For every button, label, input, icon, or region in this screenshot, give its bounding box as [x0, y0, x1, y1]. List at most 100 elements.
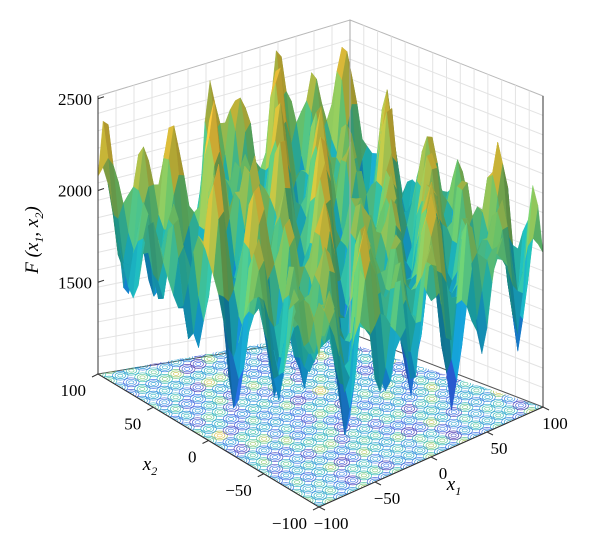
- contour-line: [181, 365, 193, 373]
- contour-line: [325, 463, 337, 471]
- contour-line: [426, 372, 438, 379]
- contour-line: [406, 406, 413, 411]
- contour-line: [272, 431, 279, 436]
- contour-line: [479, 415, 496, 426]
- contour-line: [484, 418, 491, 423]
- contour-line: [356, 388, 374, 399]
- contour-line: [322, 485, 339, 496]
- contour-line: [378, 402, 396, 412]
- contour-line: [201, 365, 218, 376]
- contour-line: [428, 431, 435, 436]
- contour-line: [405, 453, 412, 458]
- contour-line: [294, 480, 301, 484]
- contour-line: [512, 400, 529, 411]
- contour-line: [262, 355, 269, 360]
- contour-line: [261, 425, 268, 429]
- contour-line: [383, 428, 390, 433]
- x1-tick-label: 50: [491, 439, 508, 458]
- contour-line: [281, 425, 293, 433]
- contour-line: [356, 423, 373, 434]
- x1-tick-label: −50: [374, 489, 401, 508]
- contour-line: [445, 418, 462, 429]
- contour-line: [370, 420, 382, 428]
- contour-line: [369, 455, 381, 463]
- contour-line: [389, 432, 407, 442]
- contour-line: [322, 427, 340, 437]
- contour-line: [439, 426, 446, 431]
- contour-line: [325, 452, 337, 459]
- contour-line: [440, 391, 446, 396]
- contour-line: [270, 418, 282, 426]
- grid-line: [349, 58, 544, 136]
- contour-line: [325, 405, 337, 413]
- contour-line: [372, 421, 379, 426]
- contour-line: [205, 427, 212, 431]
- contour-line: [258, 447, 270, 454]
- contour-line: [173, 360, 180, 365]
- contour-line: [439, 415, 446, 419]
- contour-line: [147, 392, 159, 399]
- contour-line: [280, 460, 292, 468]
- contour-line: [239, 423, 246, 428]
- contour-line: [415, 388, 427, 396]
- surface-mesh: [97, 46, 544, 436]
- contour-line: [459, 392, 471, 399]
- contour-line: [484, 406, 491, 411]
- contour-line: [395, 400, 402, 404]
- contour-line: [394, 446, 401, 451]
- contour-line: [403, 440, 415, 448]
- contour-line: [255, 445, 273, 456]
- contour-line: [256, 387, 273, 398]
- contour-line: [295, 387, 302, 391]
- contour-line: [357, 365, 374, 376]
- z-tick-label: 1500: [58, 273, 92, 292]
- contour-line: [158, 398, 170, 406]
- x2-tick-label: 0: [188, 448, 197, 467]
- contour-line: [428, 385, 435, 389]
- contour-line: [181, 377, 193, 384]
- contour-line: [401, 403, 418, 414]
- contour-line: [378, 460, 395, 471]
- contour-line: [314, 422, 326, 429]
- contour-line: [225, 438, 237, 446]
- contour-line: [418, 366, 424, 371]
- contour-line: [459, 403, 471, 411]
- contour-line: [156, 385, 173, 396]
- x2-tick-mark: [202, 440, 209, 444]
- contour-line: [414, 447, 426, 454]
- grid-line: [349, 39, 544, 116]
- contour-line: [383, 440, 390, 444]
- contour-line: [338, 483, 345, 488]
- contour-line: [190, 370, 207, 381]
- contour-line: [481, 417, 493, 424]
- contour-line: [392, 410, 404, 418]
- contour-line: [203, 378, 215, 386]
- contour-line: [479, 392, 496, 402]
- contour-line: [314, 387, 327, 394]
- contour-line: [125, 378, 137, 386]
- contour-line: [417, 425, 424, 429]
- contour-line: [303, 450, 315, 458]
- contour-line: [283, 473, 289, 478]
- contour-line: [389, 408, 407, 419]
- contour-line: [190, 359, 207, 369]
- contour-line: [150, 370, 157, 375]
- contour-line: [423, 440, 440, 451]
- contour-line: [312, 397, 329, 407]
- contour-line: [324, 487, 336, 494]
- contour-line: [301, 379, 318, 389]
- contour-line: [434, 400, 451, 411]
- contour-line: [344, 463, 362, 474]
- contour-line: [289, 465, 306, 476]
- contour-line: [310, 490, 328, 501]
- contour-line: [372, 433, 379, 438]
- contour-line: [311, 467, 328, 477]
- contour-line: [468, 385, 485, 396]
- contour-line: [362, 368, 369, 373]
- contour-line: [347, 430, 359, 438]
- contour-line: [217, 387, 224, 391]
- contour-line: [312, 385, 329, 396]
- contour-line: [203, 402, 215, 409]
- contour-line: [367, 442, 384, 452]
- contour-line: [284, 380, 291, 385]
